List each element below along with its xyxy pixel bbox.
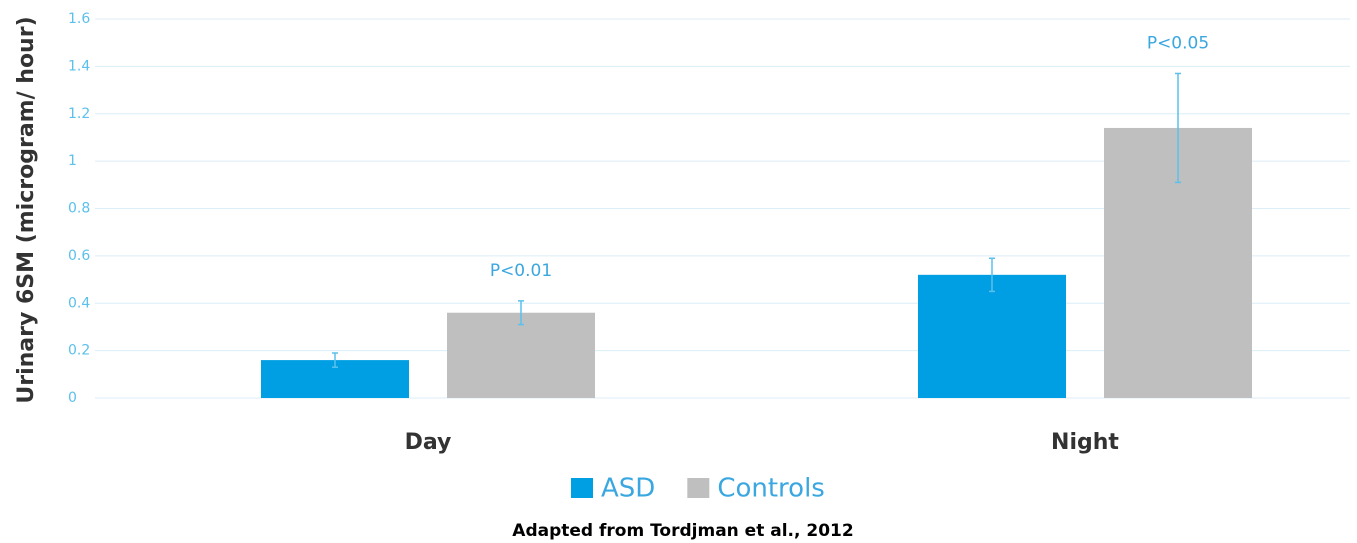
x-tick-label: Day — [405, 430, 452, 455]
caption: Adapted from Tordjman et al., 2012 — [512, 521, 853, 541]
y-tick-label: 1 — [68, 153, 77, 169]
y-tick-label: 0 — [68, 390, 77, 406]
bar — [447, 312, 595, 398]
legend-label: ASD — [601, 474, 655, 504]
x-tick-label: Night — [1051, 430, 1119, 455]
legend-swatch — [687, 478, 710, 498]
y-tick-label: 0.8 — [68, 201, 90, 217]
y-tick-label: 1.4 — [68, 58, 90, 74]
annotation: P<0.01 — [490, 261, 552, 281]
y-tick-label: 0.2 — [68, 343, 90, 359]
y-tick-label: 1.6 — [68, 11, 90, 27]
y-tick-label: 1.2 — [68, 106, 90, 122]
bar — [918, 274, 1066, 398]
legend-label: Controls — [717, 474, 825, 504]
y-axis-label: Urinary 6SM (microgram/ hour) — [14, 16, 39, 403]
annotation: P<0.05 — [1147, 33, 1209, 53]
y-tick-label: 0.4 — [68, 295, 90, 311]
y-tick-label: 0.6 — [68, 248, 90, 264]
legend-swatch — [571, 478, 593, 498]
